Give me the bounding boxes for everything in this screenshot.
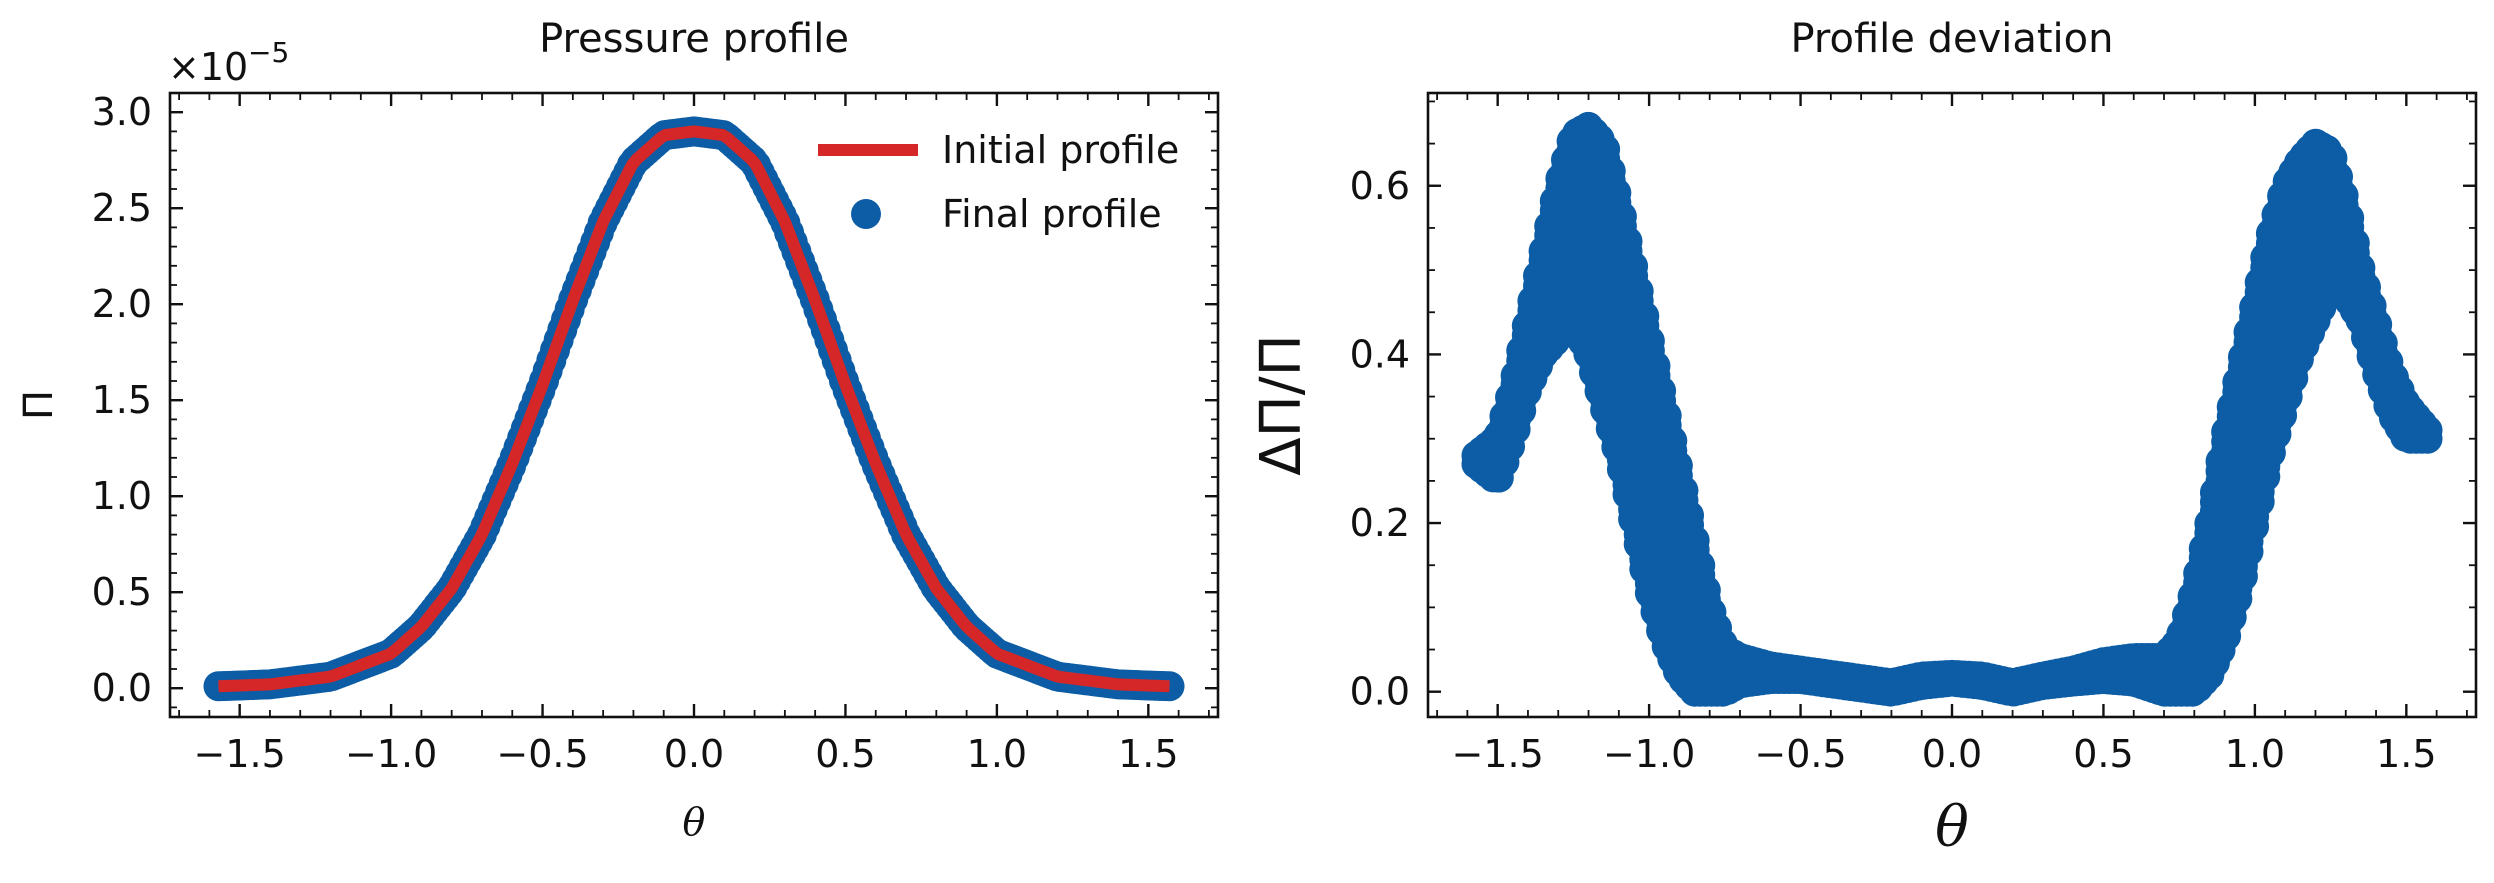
deviation-point (1618, 251, 1649, 282)
y-tick-label: 0.4 (1350, 332, 1410, 376)
deviation-point (1640, 350, 1671, 381)
x-tick-label: 0.5 (2073, 732, 2133, 776)
legend-final-label: Final profile (942, 192, 1162, 236)
x-tick-label: 1.0 (2225, 732, 2285, 776)
pressure-axes-frame (168, 91, 1220, 719)
x-tick-label: −0.5 (1754, 732, 1846, 776)
legend-final-dot-swatch (851, 199, 881, 229)
legend-initial-label: Initial profile (942, 128, 1179, 172)
deviation-point (1662, 450, 1693, 481)
deviation-point (1601, 177, 1632, 208)
initial-profile-line (217, 125, 1171, 693)
y-tick-label: 3.0 (92, 90, 152, 134)
y-tick-label: 0.2 (1350, 501, 1410, 545)
deviation-point (2412, 415, 2443, 446)
y-tick-label: 2.0 (92, 282, 152, 326)
final-profile-point (1154, 671, 1185, 702)
offset-base-text: ×10 (168, 45, 248, 89)
y-tick-label: 0.6 (1350, 164, 1410, 208)
x-tick-label: 1.5 (2376, 732, 2436, 776)
x-tick-label: 1.0 (967, 732, 1027, 776)
x-tick-label: −1.5 (1452, 732, 1544, 776)
deviation-point (1646, 375, 1677, 406)
deviation-point (1674, 500, 1705, 531)
y-tick-label: 0.0 (92, 666, 152, 710)
x-tick-label: −1.5 (194, 732, 286, 776)
pressure-series-layer (203, 116, 1185, 702)
deviation-point (1606, 201, 1637, 232)
x-tick-label: −1.0 (1603, 732, 1695, 776)
deviation-point (1634, 326, 1665, 357)
pressure-profile-panel: −1.5 −1.0 −0.5 0.0 0.5 1.0 1.5 0.0 0.5 1.0 1.5 2.0 2… (16, 16, 1220, 844)
deviation-point (1685, 550, 1716, 581)
y-tick-label: 0.0 (1350, 670, 1410, 714)
x-tick-label: −0.5 (496, 732, 588, 776)
deviation-point (1629, 301, 1660, 332)
deviation-point (1668, 475, 1699, 506)
deviation-point (1679, 525, 1710, 556)
y-tick-label: 2.5 (92, 186, 152, 230)
x-tick-label: −1.0 (345, 732, 437, 776)
deviation-axes-frame (1426, 91, 2478, 719)
deviation-point (1612, 226, 1643, 257)
pressure-chart-title: Pressure profile (539, 16, 849, 62)
y-tick-label: 1.5 (92, 378, 152, 422)
x-tick-label: 0.0 (1922, 732, 1982, 776)
deviation-chart-title: Profile deviation (1790, 16, 2113, 62)
deviation-point (2328, 180, 2359, 211)
offset-exponent-text: −5 (248, 36, 289, 69)
deviation-y-axis-label: ΔΠ/Π (1249, 334, 1314, 475)
pressure-ticks: −1.5 −1.0 −0.5 0.0 0.5 1.0 1.5 0.0 0.5 1.0 1.5 2.0 2… (92, 90, 1218, 776)
x-tick-label: 0.0 (664, 732, 724, 776)
pressure-x-axis-label: θ (683, 800, 706, 844)
deviation-point (1651, 400, 1682, 431)
deviation-point (1623, 276, 1654, 307)
pressure-legend: Initial profile Final profile (818, 128, 1179, 236)
deviation-point (1657, 425, 1688, 456)
deviation-series-layer (1461, 111, 2443, 707)
y-tick-label: 1.0 (92, 474, 152, 518)
deviation-panel: −1.5 −1.0 −0.5 0.0 0.5 1.0 1.5 0.0 0.2 0.4 0.6 Pro… (1249, 16, 2478, 860)
y-tick-label: 0.5 (92, 570, 152, 614)
pressure-y-axis-label: Π (16, 390, 62, 420)
deviation-x-axis-label: θ (1935, 795, 1969, 860)
deviation-point (2339, 227, 2370, 258)
deviation-point (2334, 203, 2365, 234)
x-tick-label: 1.5 (1118, 732, 1178, 776)
pressure-offset-label: ×10 −5 (168, 36, 289, 89)
x-tick-label: 0.5 (815, 732, 875, 776)
